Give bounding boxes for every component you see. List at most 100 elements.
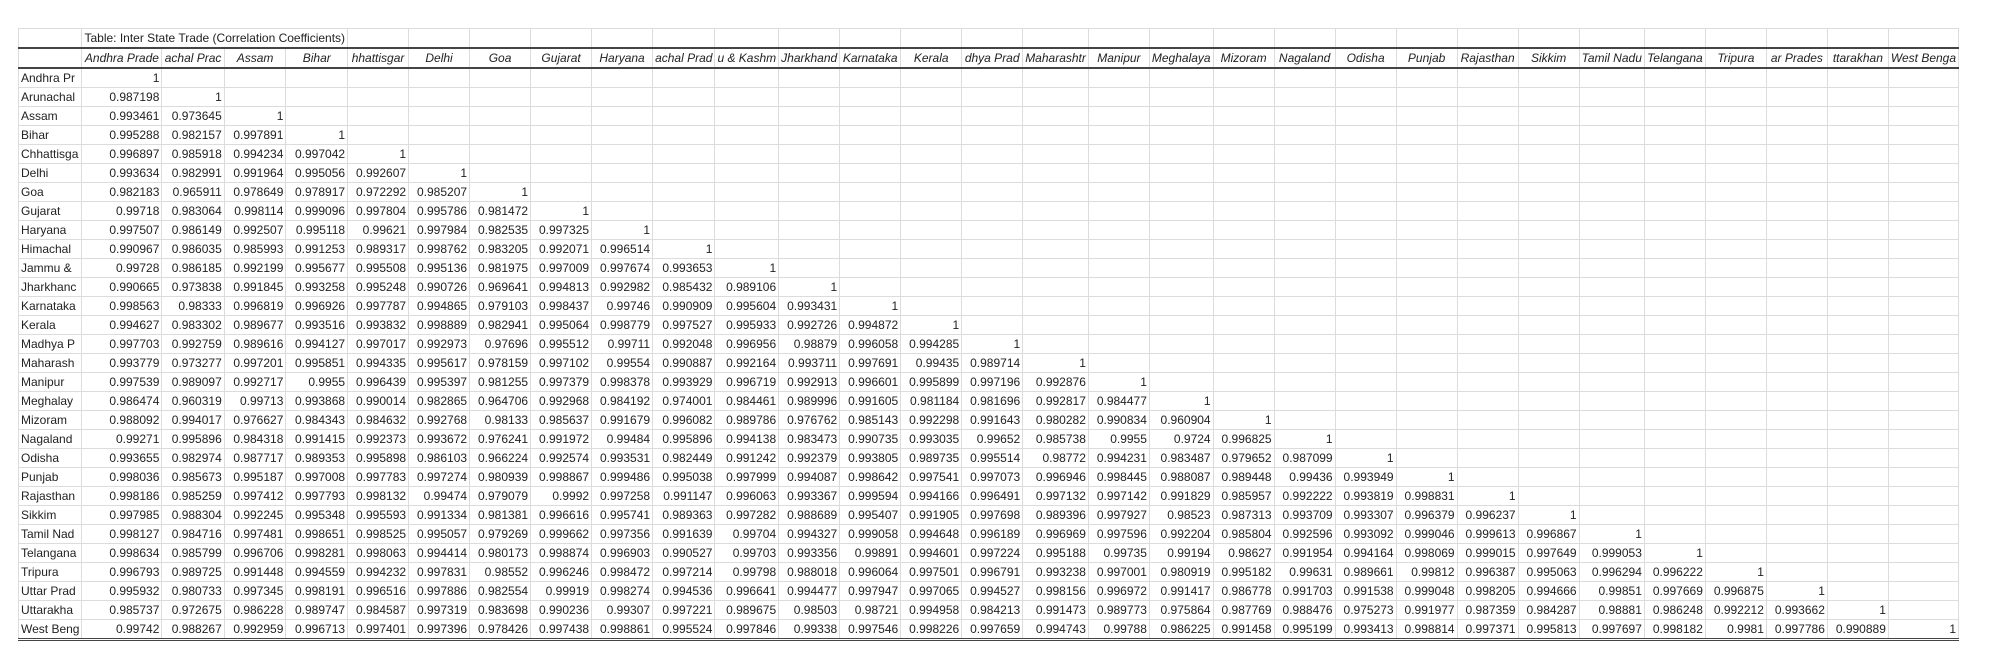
value-cell[interactable]: 0.997396 xyxy=(408,619,471,641)
value-cell[interactable]: 0.995288 xyxy=(81,125,163,145)
empty-cell[interactable] xyxy=(1148,182,1214,202)
empty-cell[interactable] xyxy=(1826,429,1889,449)
empty-cell[interactable] xyxy=(1887,220,1960,240)
value-cell[interactable]: 0.966224 xyxy=(469,448,532,468)
empty-cell[interactable] xyxy=(1087,106,1150,126)
column-header[interactable]: Assam xyxy=(223,47,287,69)
empty-cell[interactable] xyxy=(1643,315,1706,335)
empty-cell[interactable] xyxy=(961,315,1024,335)
empty-cell[interactable] xyxy=(1826,543,1889,563)
value-cell[interactable]: 0.995677 xyxy=(285,258,349,278)
empty-cell[interactable] xyxy=(1704,429,1767,449)
row-label[interactable]: Goa xyxy=(17,182,83,202)
empty-cell[interactable] xyxy=(900,258,963,278)
empty-cell[interactable] xyxy=(1456,410,1519,430)
value-cell[interactable]: 0.997691 xyxy=(839,353,902,373)
value-cell[interactable]: 0.997546 xyxy=(839,619,902,641)
empty-cell[interactable] xyxy=(961,201,1024,221)
value-cell[interactable]: 0.994414 xyxy=(408,543,471,563)
value-cell[interactable]: 0.998132 xyxy=(347,486,410,506)
value-cell[interactable]: 0.997325 xyxy=(530,220,593,240)
value-cell[interactable]: 0.996969 xyxy=(1022,524,1089,544)
empty-cell[interactable] xyxy=(1087,258,1150,278)
value-cell[interactable]: 0.992759 xyxy=(161,334,225,354)
empty-cell[interactable] xyxy=(1887,600,1960,620)
empty-cell[interactable] xyxy=(1212,334,1275,354)
empty-cell[interactable] xyxy=(1643,201,1706,221)
value-cell[interactable]: 0.98503 xyxy=(778,600,841,620)
column-header[interactable]: ar Prades xyxy=(1765,47,1828,69)
row-label[interactable]: Nagaland xyxy=(17,429,83,449)
value-cell[interactable]: 0.983487 xyxy=(1148,448,1214,468)
empty-cell[interactable] xyxy=(1456,106,1519,126)
value-cell[interactable]: 0.996516 xyxy=(347,581,410,601)
empty-cell[interactable] xyxy=(961,125,1024,145)
empty-cell[interactable] xyxy=(900,144,963,164)
value-cell[interactable]: 0.992298 xyxy=(900,410,963,430)
value-cell[interactable]: 0.979079 xyxy=(469,486,532,506)
value-cell[interactable]: 0.997527 xyxy=(652,315,716,335)
value-cell[interactable]: 0.982449 xyxy=(652,448,716,468)
empty-cell[interactable] xyxy=(839,106,902,126)
empty-cell[interactable] xyxy=(1148,372,1214,392)
value-cell[interactable]: 0.995593 xyxy=(347,505,410,525)
empty-cell[interactable] xyxy=(1517,87,1580,107)
value-cell[interactable]: 0.995604 xyxy=(714,296,780,316)
empty-cell[interactable] xyxy=(1212,163,1275,183)
empty-cell[interactable] xyxy=(17,28,83,49)
value-cell[interactable]: 0.996897 xyxy=(81,144,163,164)
empty-cell[interactable] xyxy=(714,163,780,183)
empty-cell[interactable] xyxy=(1887,524,1960,544)
value-cell[interactable]: 0.980939 xyxy=(469,467,532,487)
value-cell[interactable]: 0.99711 xyxy=(591,334,654,354)
empty-cell[interactable] xyxy=(1643,125,1706,145)
value-cell[interactable]: 0.994865 xyxy=(408,296,471,316)
value-cell[interactable]: 0.997282 xyxy=(714,505,780,525)
row-label[interactable]: West Beng xyxy=(17,619,83,641)
value-cell[interactable]: 0.997886 xyxy=(408,581,471,601)
empty-cell[interactable] xyxy=(839,144,902,164)
empty-cell[interactable] xyxy=(1887,410,1960,430)
row-label[interactable]: Manipur xyxy=(17,372,83,392)
empty-cell[interactable] xyxy=(714,201,780,221)
value-cell[interactable]: 0.982991 xyxy=(161,163,225,183)
empty-cell[interactable] xyxy=(1334,296,1397,316)
value-cell[interactable]: 0.997793 xyxy=(285,486,349,506)
empty-cell[interactable] xyxy=(1765,429,1828,449)
value-cell[interactable]: 0.993258 xyxy=(285,277,349,297)
empty-cell[interactable] xyxy=(1887,106,1960,126)
value-cell[interactable]: 0.99484 xyxy=(591,429,654,449)
empty-cell[interactable] xyxy=(1765,106,1828,126)
empty-cell[interactable] xyxy=(961,220,1024,240)
value-cell[interactable]: 0.997319 xyxy=(408,600,471,620)
empty-cell[interactable] xyxy=(1273,125,1336,145)
empty-cell[interactable] xyxy=(961,239,1024,259)
empty-cell[interactable] xyxy=(839,239,902,259)
empty-cell[interactable] xyxy=(469,87,532,107)
empty-cell[interactable] xyxy=(223,87,287,107)
value-cell[interactable]: 1 xyxy=(1456,486,1519,506)
value-cell[interactable]: 0.995118 xyxy=(285,220,349,240)
value-cell[interactable]: 0.999053 xyxy=(1578,543,1645,563)
value-cell[interactable]: 1 xyxy=(1517,505,1580,525)
empty-cell[interactable] xyxy=(530,67,593,88)
empty-cell[interactable] xyxy=(1578,429,1645,449)
empty-cell[interactable] xyxy=(1887,467,1960,487)
empty-cell[interactable] xyxy=(530,28,593,49)
empty-cell[interactable] xyxy=(1578,486,1645,506)
value-cell[interactable]: 1 xyxy=(408,163,471,183)
empty-cell[interactable] xyxy=(1826,372,1889,392)
empty-cell[interactable] xyxy=(1148,28,1214,49)
value-cell[interactable]: 0.992817 xyxy=(1022,391,1089,411)
empty-cell[interactable] xyxy=(408,28,471,49)
value-cell[interactable]: 0.985259 xyxy=(161,486,225,506)
empty-cell[interactable] xyxy=(1643,28,1706,49)
empty-cell[interactable] xyxy=(1273,353,1336,373)
empty-cell[interactable] xyxy=(652,144,716,164)
empty-cell[interactable] xyxy=(1022,182,1089,202)
empty-cell[interactable] xyxy=(1456,182,1519,202)
empty-cell[interactable] xyxy=(652,106,716,126)
value-cell[interactable]: 0.995813 xyxy=(1517,619,1580,641)
empty-cell[interactable] xyxy=(1456,28,1519,49)
value-cell[interactable]: 0.996063 xyxy=(714,486,780,506)
